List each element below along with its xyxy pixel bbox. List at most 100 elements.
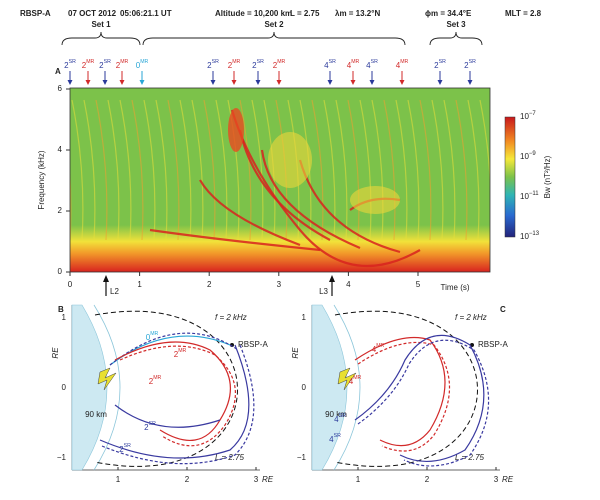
spectrogram-streak <box>155 99 168 241</box>
colorbar-tick-label: 10−13 <box>520 231 540 242</box>
spectrogram-emission <box>149 228 321 252</box>
marker-label: 4MR <box>347 59 360 70</box>
marker-label-base: 2 <box>273 61 278 70</box>
spacecraft-label: RBSP-A <box>238 340 268 349</box>
y-tick-label: −1 <box>57 453 67 462</box>
header-date: 07 OCT 2012 <box>68 9 117 18</box>
panel-label: A <box>55 67 61 76</box>
header-l_shell: L = 2.75 <box>290 9 320 18</box>
ionosphere <box>311 304 348 471</box>
header-altitude: Altitude = 10,200 km <box>215 9 292 18</box>
spectrogram-streak <box>371 99 384 241</box>
ray-label-base: 4 <box>372 345 377 354</box>
marker-label-sup: SR <box>69 59 76 65</box>
spectrogram-streak <box>95 99 108 241</box>
y-tick-label: 6 <box>58 84 63 93</box>
marker-label-base: 4 <box>324 61 329 70</box>
marker-label-base: 2 <box>207 61 212 70</box>
l-shell-label: L = 2.75 <box>215 453 245 462</box>
ray-label: 4SR <box>329 433 341 444</box>
ray-label-base: 4 <box>334 415 339 424</box>
spectrogram-streak <box>395 99 408 241</box>
ray-path <box>109 335 231 366</box>
marker-label: 0MR <box>136 59 149 70</box>
marker-label-base: 2 <box>464 61 469 70</box>
spectrogram-emission <box>260 149 361 250</box>
spectrogram-streak <box>203 99 216 241</box>
ray-label: 2MR <box>174 348 187 359</box>
set-brace <box>142 31 406 46</box>
x-tick-label: 0 <box>68 280 73 289</box>
marker-label: 2SR <box>434 59 446 70</box>
marker-label-sup: MR <box>86 59 94 65</box>
spectrogram-streak <box>479 99 490 240</box>
x-axis-label: Time (s) <box>440 283 469 292</box>
y-axis-label: Frequency (kHz) <box>37 150 46 209</box>
marker-label-sup: SR <box>371 59 378 65</box>
x-axis-unit: RE <box>502 475 514 484</box>
ray-path <box>119 345 236 447</box>
spectrogram-floor <box>70 225 490 272</box>
y-tick-label: 0 <box>62 383 67 392</box>
spectrogram-streak <box>119 99 132 241</box>
marker-label-sup: SR <box>104 59 111 65</box>
marker-label: 2SR <box>64 59 76 70</box>
colorbar-tick-base: 10 <box>520 232 529 241</box>
x-tick-label: 2 <box>185 475 190 484</box>
marker-label-base: 2 <box>434 61 439 70</box>
marker-label-sup: MR <box>277 59 285 65</box>
spectrogram-streak <box>71 99 84 241</box>
marker-arrowhead <box>467 80 473 85</box>
header-mlt: MLT = 2.8 <box>505 9 542 18</box>
colorbar-tick-exp: −7 <box>529 111 537 117</box>
spectrogram-streak <box>347 99 360 241</box>
marker-label-sup: MR <box>120 59 128 65</box>
marker-label-base: 4 <box>366 61 371 70</box>
marker-label-base: 2 <box>64 61 69 70</box>
marker-label-sup: MR <box>140 59 148 65</box>
spectrogram-patch <box>268 132 312 188</box>
spectrogram-streak <box>83 99 96 241</box>
y-tick-label: −1 <box>297 453 307 462</box>
spectrogram-patch <box>228 108 244 152</box>
marker-label: 4SR <box>366 59 378 70</box>
x-tick-label: 4 <box>346 280 351 289</box>
spectrogram-streak <box>335 99 348 241</box>
x-tick-label: 3 <box>254 475 259 484</box>
spacecraft-label: RBSP-A <box>478 340 508 349</box>
header-latitude: λm = 13.2°N <box>335 9 380 18</box>
ray-label-sup: SR <box>124 443 131 449</box>
field-line <box>94 310 238 467</box>
header-spacecraft: RBSP-A <box>20 9 51 18</box>
field-line <box>334 310 478 467</box>
ray-path <box>114 341 231 441</box>
set-brace <box>61 31 141 46</box>
spectrogram-streak <box>383 99 396 241</box>
marker-label-base: 2 <box>99 61 104 70</box>
earth-boundary <box>93 304 121 471</box>
earth-boundary <box>333 304 361 471</box>
ray-path <box>109 332 239 366</box>
ray-label: 4MR <box>349 375 362 386</box>
y-axis-label: RE <box>51 347 60 359</box>
marker-arrowhead <box>231 80 237 85</box>
marker-arrowhead <box>210 80 216 85</box>
spectrogram-emission <box>238 129 331 241</box>
spectrogram-streak <box>215 99 228 241</box>
spectrogram-emission <box>199 179 301 247</box>
x-tick-label: 2 <box>207 280 212 289</box>
x-tick-label: 5 <box>416 280 421 289</box>
ray-label-sup: MR <box>376 343 384 349</box>
ray-label-base: 2 <box>149 377 154 386</box>
spectrogram-streak <box>167 99 180 241</box>
marker-arrowhead <box>369 80 375 85</box>
spectrogram-streak <box>443 99 456 241</box>
colorbar-tick-base: 10 <box>520 152 529 161</box>
colorbar-tick-label: 10−7 <box>520 111 536 122</box>
marker-label-base: 4 <box>396 61 401 70</box>
marker-arrowhead <box>102 80 108 85</box>
marker-arrowhead <box>399 80 405 85</box>
spectrogram-emission <box>230 109 421 268</box>
colorbar-tick-label: 10−11 <box>520 191 539 202</box>
ray-path <box>357 339 490 467</box>
